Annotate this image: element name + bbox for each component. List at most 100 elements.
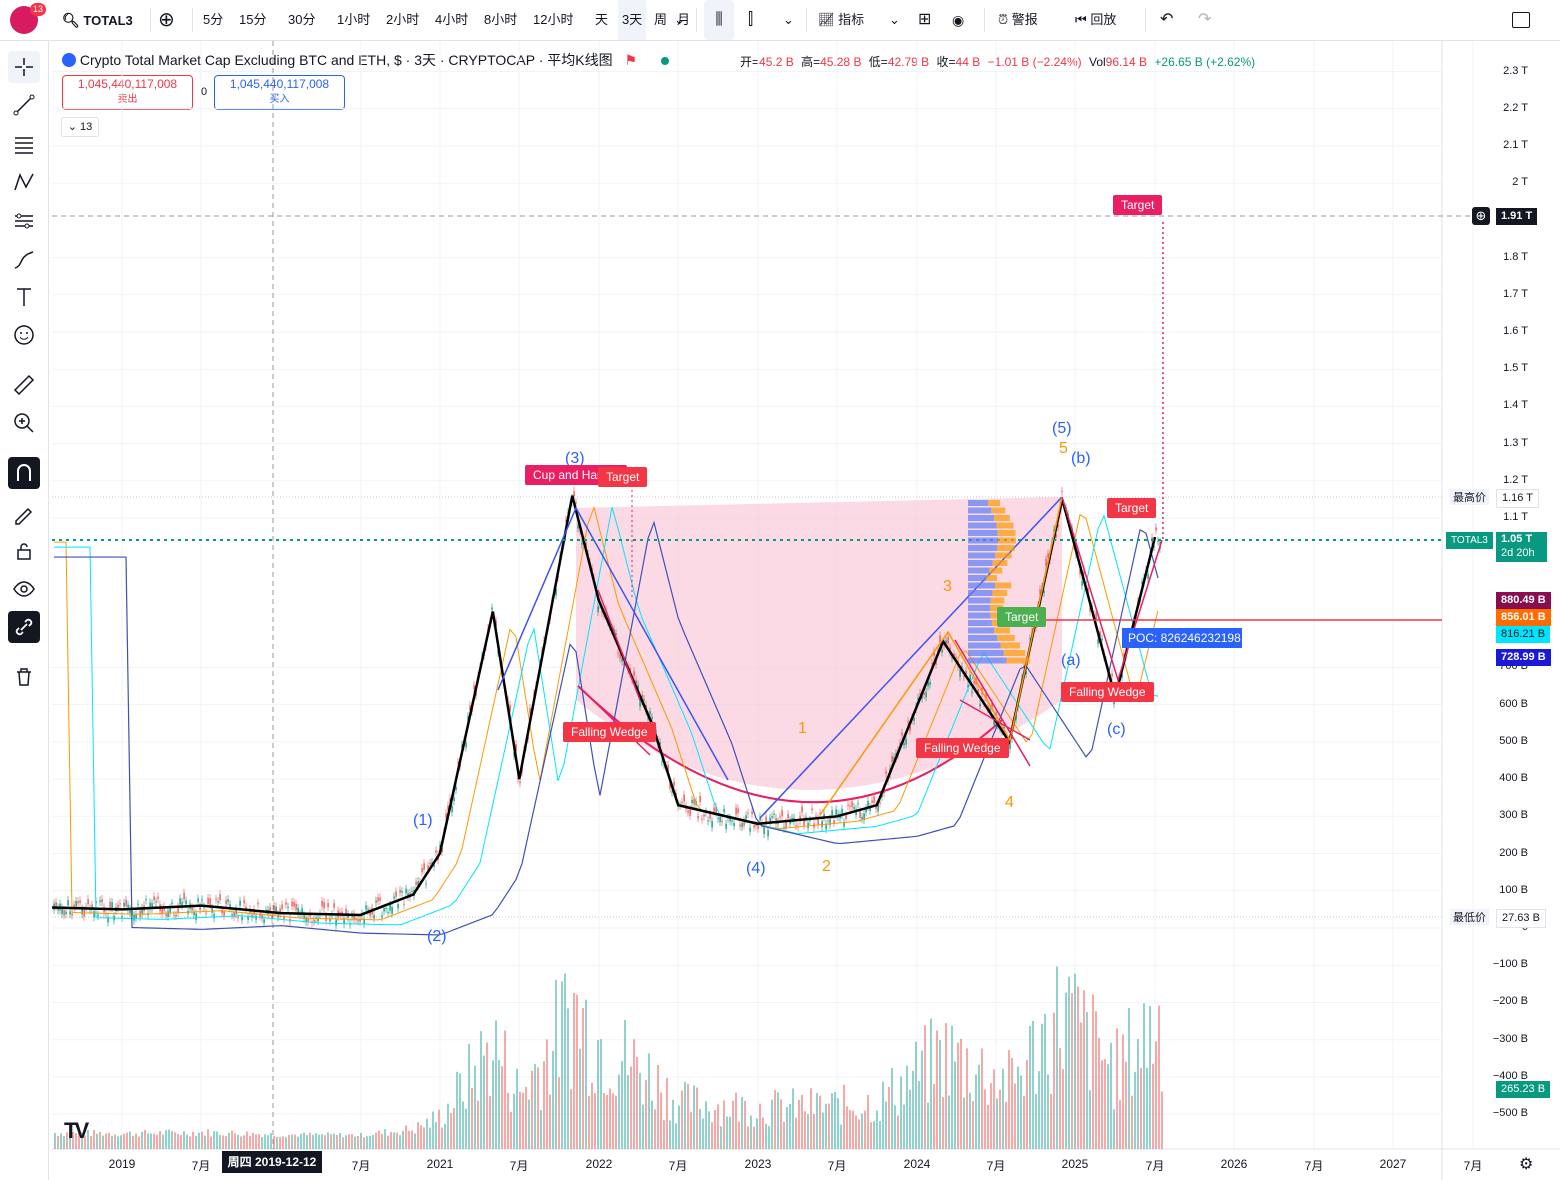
fullscreen-icon[interactable] [1512,12,1530,28]
volume-bar [894,1105,896,1149]
wave-label-blue[interactable]: (4) [746,860,766,877]
target-label[interactable]: Target [997,607,1047,627]
wave-label-orange[interactable]: 4 [1005,794,1014,811]
flag-icon[interactable]: ⚑ [624,52,638,68]
settings-icon[interactable]: ⚙︎ [1519,1156,1534,1173]
candle-body [621,657,623,662]
volume-bar [930,1018,932,1149]
pattern-icon[interactable] [8,166,40,198]
layout-icon[interactable]: ⊞ [918,11,932,28]
fib-icon[interactable] [8,129,40,161]
candle-body [581,542,583,545]
volume-bar [444,1123,446,1149]
wave-label-orange[interactable]: 3 [943,578,952,595]
interval-5[interactable]: 4小时 [435,12,469,27]
volume-profile-bar [986,575,997,581]
target-label[interactable]: Target [1113,195,1163,215]
interval-7[interactable]: 12小时 [533,12,574,27]
candle-body [877,804,879,812]
wave-label-blue[interactable]: (c) [1107,721,1126,738]
volume-profile-bar [968,545,998,551]
interval-8[interactable]: 天 [595,12,609,27]
chevron-down-icon[interactable]: ⌄ [889,12,900,27]
trash-icon[interactable] [8,661,40,693]
bar-style-icon[interactable]: ⫿ [748,11,754,28]
avatar[interactable]: 13 [10,3,47,34]
magnet-icon[interactable] [8,457,40,489]
volume-bar [585,999,587,1149]
candle-body [435,850,437,853]
interval-9[interactable]: 3天 [618,0,647,40]
ruler-icon[interactable] [8,369,40,401]
wave-label-blue[interactable]: (a) [1061,652,1081,669]
interval-4[interactable]: 2小时 [386,12,420,27]
interval-10[interactable]: 周 [654,12,668,27]
redo-icon[interactable]: ↷ [1198,11,1212,28]
chevron-down-icon[interactable]: ⌄ [674,12,685,27]
target-label[interactable]: Target [1107,498,1157,518]
add-symbol-icon[interactable]: ⊕ [158,9,175,31]
buy-button[interactable]: 1,045,440,117,008 买入 [214,75,345,110]
forecast-icon[interactable] [8,205,40,237]
link-icon[interactable] [8,611,40,643]
candle-body [841,808,843,815]
candle-body [387,911,389,913]
falling-wedge-label[interactable]: Falling Wedge [1061,682,1154,702]
sell-button[interactable]: 1,045,440,117,008 卖出 [62,75,193,110]
poc-label[interactable]: POC: 826246232198 [1122,628,1242,648]
candle-style-icon[interactable]: ⫼ [704,0,734,40]
volume-bar [1089,1090,1091,1149]
candle-body [151,903,153,909]
wave-label-blue[interactable]: (5) [1052,420,1072,437]
lock-icon[interactable] [8,535,40,567]
candle-body [689,809,691,816]
wave-label-blue[interactable]: (3) [565,450,585,467]
zoom-icon[interactable] [8,407,40,439]
wave-label-orange[interactable]: 2 [822,858,831,875]
volume-bar [510,1111,512,1149]
templates-icon[interactable]: ◉ [952,12,965,28]
price-chart[interactable] [52,41,1560,1180]
countdown: 2d 20h [1501,547,1535,559]
undo-icon[interactable]: ↶ [1160,11,1174,28]
chevron-down-icon[interactable]: ⌄ [783,12,794,27]
candle-body [573,491,575,496]
crosshair-icon[interactable] [8,51,40,83]
crosshair-add-icon[interactable]: ⊕ [1472,207,1490,225]
volume-bar [501,1066,503,1149]
falling-wedge-label[interactable]: Falling Wedge [563,722,656,742]
replay-button[interactable]: ⏮︎ 回放 [1075,0,1116,40]
interval-6[interactable]: 8小时 [484,12,518,27]
interval-1[interactable]: 15分 [239,12,267,27]
trendline-icon[interactable] [8,89,40,121]
collapse-legend-button[interactable]: ⌄ 13 [61,117,99,137]
wave-label-blue[interactable]: (b) [1071,450,1091,467]
volume-bar [519,1091,521,1149]
total3-price: 1.05 T [1501,533,1533,545]
wave-label-blue[interactable]: (2) [427,928,447,945]
candle-body [81,908,83,915]
brush-icon[interactable] [8,244,40,276]
emoji-icon[interactable] [8,319,40,351]
text-icon[interactable] [8,281,40,313]
volume-bar [720,1126,722,1149]
alert-button[interactable]: ⏰︎ 警报 [998,0,1038,40]
candle-body [231,914,233,916]
wave-label-orange[interactable]: 5 [1059,440,1068,457]
lock-drawing-icon[interactable] [8,497,40,529]
time-tick: 7月 [986,1159,1006,1173]
candle-body [929,681,931,685]
wave-label-blue[interactable]: (1) [413,812,433,829]
interval-0[interactable]: 5分 [203,12,224,27]
eye-icon[interactable] [8,573,40,605]
interval-2[interactable]: 30分 [288,12,316,27]
interval-3[interactable]: 1小时 [337,12,371,27]
target-label[interactable]: Target [598,467,648,487]
indicators-button[interactable]: 📈︎ 指标 [818,0,864,40]
interval-11[interactable]: 月 [677,12,691,27]
symbol-search[interactable]: 🔍︎ TOTAL3 [62,0,133,40]
volume-bar [855,1115,857,1149]
falling-wedge-label[interactable]: Falling Wedge [916,738,1009,758]
candle-body [261,914,263,919]
wave-label-orange[interactable]: 1 [798,720,807,737]
